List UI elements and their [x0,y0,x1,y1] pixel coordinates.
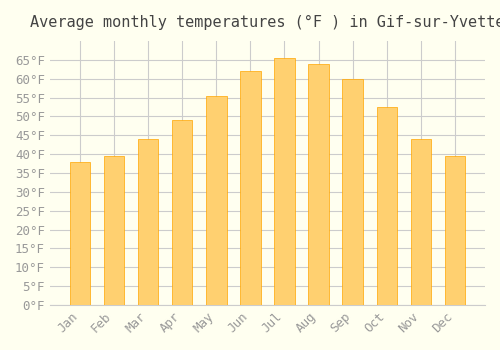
Bar [376,107,397,305]
Bar [308,64,329,305]
Bar [445,156,465,305]
Bar [240,71,260,305]
Title: Average monthly temperatures (°F ) in Gif-sur-Yvette: Average monthly temperatures (°F ) in Gi… [30,15,500,30]
Bar [342,79,363,305]
Bar [104,156,124,305]
Bar [206,96,227,305]
Bar [274,58,294,305]
Bar [172,120,193,305]
Bar [138,139,158,305]
Bar [410,139,431,305]
Bar [70,162,90,305]
